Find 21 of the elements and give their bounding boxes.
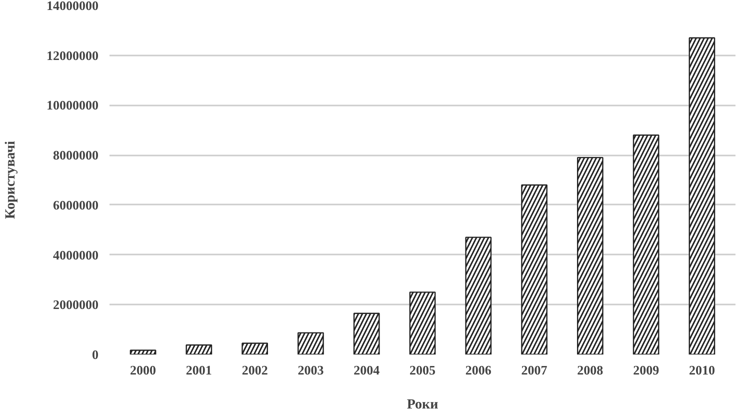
y-tick-label: 14000000 (46, 0, 98, 13)
y-axis-title: Користувачі (4, 140, 18, 219)
x-tick-label: 2003 (298, 362, 324, 378)
y-tick-label: 0 (92, 347, 98, 362)
x-tick-label: 2007 (521, 362, 548, 378)
y-tick-label: 6000000 (53, 197, 98, 212)
x-tick-label: 2008 (577, 362, 604, 378)
x-tick-label: 2004 (354, 362, 380, 378)
y-tick-label: 2000000 (53, 297, 98, 312)
x-tick-label: 2005 (410, 362, 436, 378)
y-tick-label: 10000000 (46, 98, 98, 113)
x-tick-label: 2000 (130, 362, 156, 378)
x-tick-label: 2001 (186, 362, 212, 378)
x-axis-title: Роки (406, 398, 438, 412)
x-tick-label: 2010 (688, 362, 715, 378)
x-tick-label: 2006 (465, 362, 492, 378)
y-tick-label: 12000000 (46, 48, 98, 63)
y-tick-label: 4000000 (53, 247, 98, 262)
y-tick-label: 8000000 (53, 148, 98, 163)
x-tick-label: 2009 (633, 362, 660, 378)
x-tick-label: 2002 (242, 362, 268, 378)
